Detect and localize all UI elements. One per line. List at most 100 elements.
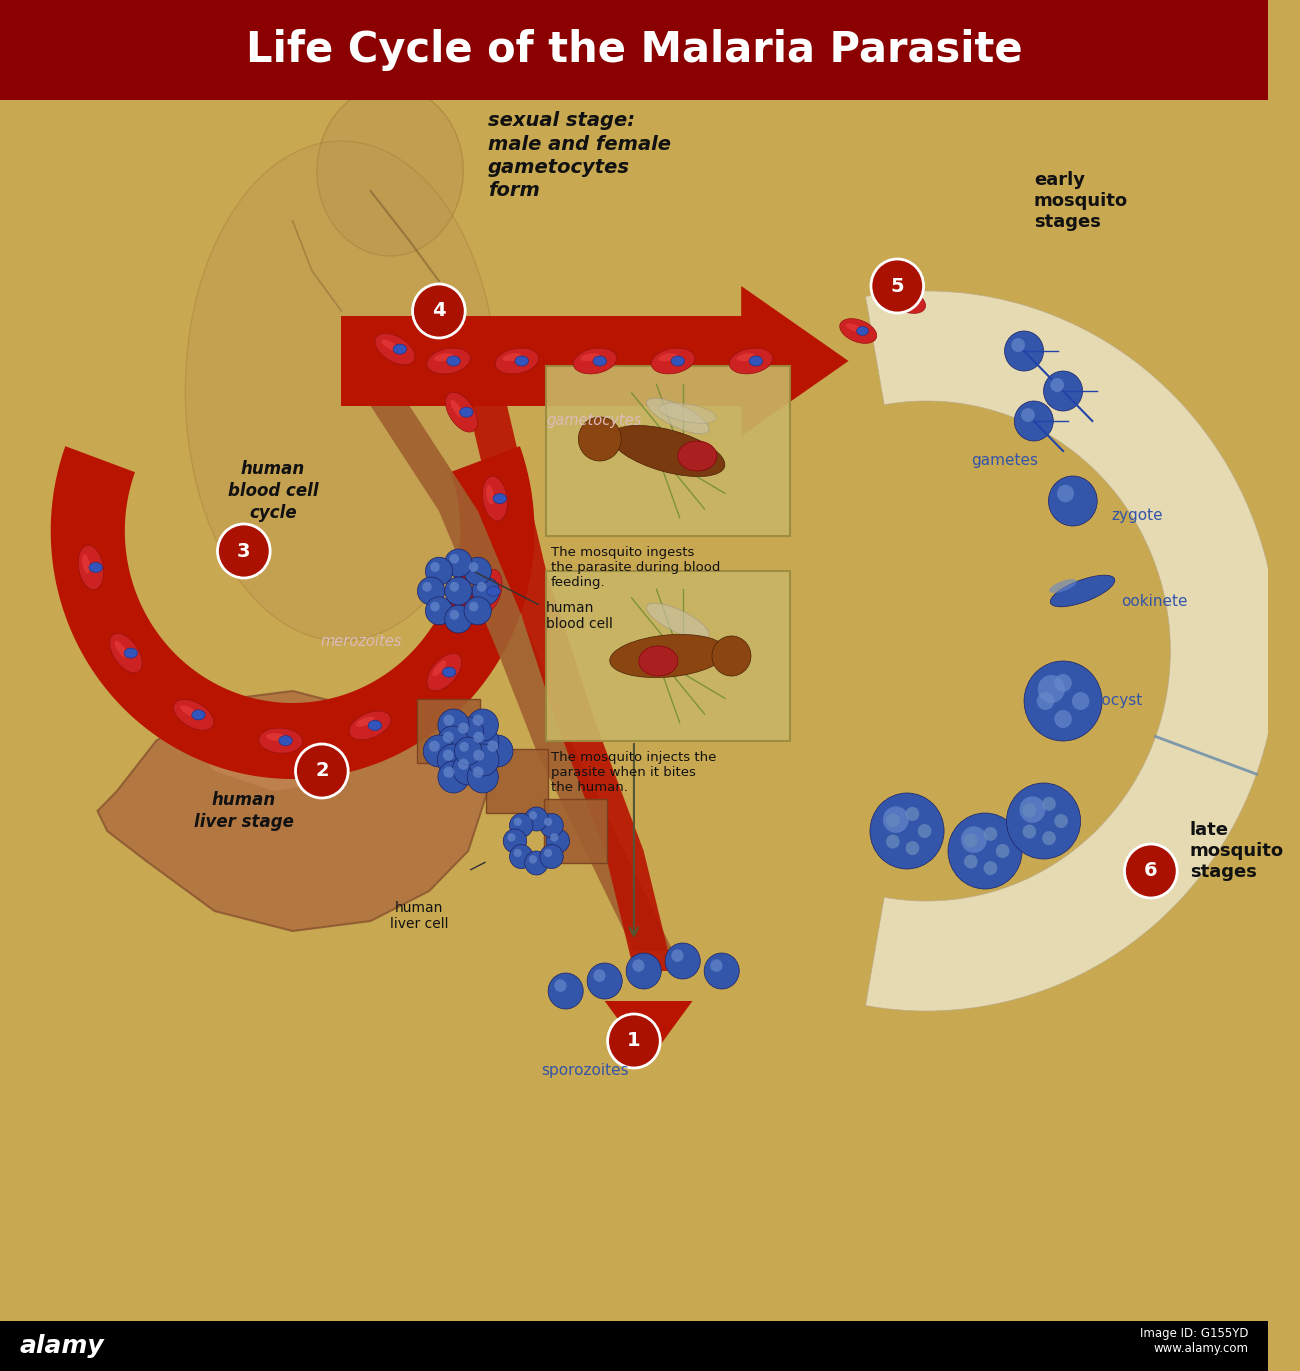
Circle shape [529, 856, 537, 864]
Ellipse shape [278, 736, 292, 746]
Circle shape [450, 581, 459, 592]
Circle shape [887, 835, 900, 849]
Circle shape [445, 548, 472, 577]
Ellipse shape [495, 348, 538, 374]
Circle shape [430, 562, 439, 572]
Circle shape [543, 849, 552, 857]
Ellipse shape [493, 494, 507, 503]
Circle shape [1023, 824, 1036, 839]
Circle shape [1023, 803, 1036, 817]
Circle shape [438, 709, 469, 740]
Polygon shape [91, 413, 117, 485]
Ellipse shape [488, 587, 500, 596]
Ellipse shape [350, 712, 391, 740]
Circle shape [1014, 400, 1053, 441]
Text: gametes: gametes [971, 454, 1037, 469]
Ellipse shape [659, 403, 716, 424]
Circle shape [627, 953, 662, 988]
Text: oocyst: oocyst [1092, 694, 1143, 709]
Circle shape [550, 834, 559, 842]
Circle shape [437, 744, 468, 776]
Polygon shape [439, 511, 537, 651]
Text: 4: 4 [432, 302, 446, 321]
Circle shape [424, 735, 455, 766]
Ellipse shape [173, 699, 213, 731]
Ellipse shape [857, 326, 868, 336]
Text: human
liver stage: human liver stage [194, 791, 294, 831]
Circle shape [710, 960, 723, 972]
Circle shape [450, 554, 459, 563]
Text: human
blood cell
cycle: human blood cell cycle [227, 459, 318, 522]
Polygon shape [537, 751, 624, 851]
Text: merozoites: merozoites [320, 633, 402, 648]
Ellipse shape [638, 646, 677, 676]
Ellipse shape [266, 733, 286, 740]
Polygon shape [468, 406, 546, 570]
Circle shape [607, 1015, 660, 1068]
Circle shape [510, 845, 533, 869]
Ellipse shape [611, 425, 725, 477]
Circle shape [554, 979, 567, 991]
Ellipse shape [317, 86, 463, 256]
Ellipse shape [729, 348, 772, 374]
Circle shape [422, 581, 432, 592]
Text: 2: 2 [315, 761, 329, 780]
Circle shape [984, 861, 997, 875]
Ellipse shape [192, 710, 205, 720]
Polygon shape [98, 691, 488, 931]
Circle shape [477, 581, 486, 592]
Circle shape [906, 842, 919, 856]
Polygon shape [507, 570, 595, 721]
Ellipse shape [737, 354, 755, 362]
Ellipse shape [610, 635, 727, 677]
Polygon shape [866, 291, 1278, 1010]
Circle shape [543, 817, 552, 827]
Circle shape [578, 417, 621, 461]
Ellipse shape [482, 476, 507, 521]
Circle shape [507, 834, 516, 842]
Circle shape [510, 813, 533, 838]
Circle shape [1043, 797, 1056, 810]
Circle shape [996, 845, 1009, 858]
Ellipse shape [840, 318, 876, 343]
Circle shape [1054, 710, 1071, 728]
FancyBboxPatch shape [0, 0, 1268, 100]
Ellipse shape [393, 344, 407, 354]
Circle shape [488, 740, 498, 751]
Circle shape [469, 562, 478, 572]
Circle shape [473, 714, 484, 725]
Ellipse shape [446, 392, 477, 432]
Polygon shape [370, 406, 478, 511]
Circle shape [482, 735, 514, 766]
Ellipse shape [356, 717, 374, 727]
Ellipse shape [82, 554, 90, 573]
Text: human
liver cell: human liver cell [390, 901, 448, 931]
Circle shape [1054, 675, 1071, 692]
Circle shape [443, 714, 454, 725]
Ellipse shape [90, 562, 103, 573]
FancyBboxPatch shape [546, 366, 790, 536]
Circle shape [1036, 692, 1054, 710]
Ellipse shape [109, 633, 142, 673]
Text: late
mosquito
stages: late mosquito stages [1190, 821, 1284, 880]
Circle shape [459, 742, 469, 751]
Ellipse shape [78, 546, 104, 590]
Ellipse shape [580, 354, 599, 362]
Circle shape [467, 761, 498, 792]
Text: 5: 5 [891, 277, 904, 296]
Circle shape [464, 557, 491, 585]
Circle shape [425, 596, 452, 625]
Circle shape [1044, 372, 1083, 411]
Circle shape [464, 596, 491, 625]
Ellipse shape [749, 356, 763, 366]
Ellipse shape [426, 348, 471, 374]
Circle shape [549, 973, 584, 1009]
Circle shape [452, 717, 484, 749]
Circle shape [871, 259, 923, 313]
Polygon shape [604, 1001, 693, 1061]
Text: zygote: zygote [1112, 509, 1164, 524]
Circle shape [473, 732, 484, 743]
Ellipse shape [651, 348, 694, 374]
Circle shape [906, 808, 919, 821]
Ellipse shape [671, 356, 685, 366]
